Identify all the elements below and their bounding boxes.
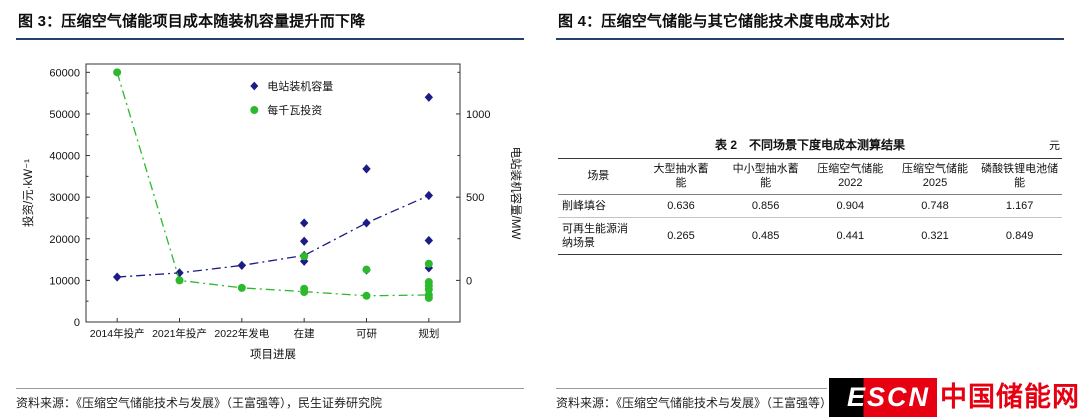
svg-text:项目进展: 项目进展 [250,348,296,361]
series-capacity [112,92,434,282]
left-axis-title: 投资/元·kW⁻¹ [21,159,35,227]
svg-text:电站装机容量: 电站装机容量 [267,79,333,93]
lcoe-table: 场景 大型抽水蓄 能中小型抽水蓄 能压缩空气储能 2022 压缩空气储能 2025 磷… [558,158,1062,256]
table-col-header: 大型抽水蓄 能 [638,158,724,195]
svg-text:2022年发电: 2022年发电 [214,327,269,340]
escn-logo: ESCN 中国储能网 [826,377,1080,417]
table-col-header: 磷酸铁锂电池储 能 [977,158,1062,195]
scenario-cell: 可再生能源消 纳场景 [558,217,639,256]
table-col-header: 场景 [558,158,639,195]
table-header-row: 场景 大型抽水蓄 能中小型抽水蓄 能压缩空气储能 2022 压缩空气储能 2025 磷… [558,158,1062,195]
svg-text:20000: 20000 [49,234,80,246]
table-col-header: 压缩空气储能 2025 [892,158,978,195]
escn-logo-mark: ESCN [828,377,937,417]
svg-text:60000: 60000 [49,67,80,79]
lcoe-table-block: 表 2 不同场景下度电成本测算结果 元 场景 大型抽水蓄 能中小型抽水蓄 能压缩空… [556,136,1064,256]
svg-text:2021年投产: 2021年投产 [152,327,207,340]
figure3-source: 资料来源：《压缩空气储能技术与发展》（王富强等），民生证券研究院 [16,388,524,411]
right-axis: 0 500 1000 [456,71,490,287]
figure3-chart-area: 0 10000 20000 30000 40000 50000 60000 0 500 1000 2… [16,40,524,388]
value-cell: 0.748 [892,194,978,218]
table-unit-label: 元 [1049,140,1060,152]
svg-text:规划: 规划 [418,327,439,340]
table-col-header: 压缩空气储能 2022 [807,158,893,195]
table-row: 削峰填谷 0.636 0.856 0.904 0.748 1.167 [558,194,1062,218]
svg-text:在建: 在建 [294,327,315,340]
svg-text:0: 0 [74,317,80,329]
value-cell: 0.849 [977,217,1062,256]
value-cell: 0.441 [807,217,893,256]
capacity-investment-chart: 0 10000 20000 30000 40000 50000 60000 0 500 1000 2… [21,63,523,361]
value-cell: 1.167 [977,194,1062,218]
value-cell: 0.856 [723,194,808,218]
figure3-title: 图 3：压缩空气储能项目成本随装机容量提升而下降 [16,8,524,40]
svg-text:1000: 1000 [466,109,490,121]
svg-text:每千瓦投资: 每千瓦投资 [267,103,322,117]
table-caption-row: 表 2 不同场景下度电成本测算结果 元 [558,136,1062,153]
svg-text:40000: 40000 [49,151,80,163]
left-axis: 0 10000 20000 30000 40000 50000 60000 [49,67,90,329]
svg-text:可研: 可研 [356,328,377,340]
value-cell: 0.321 [892,217,978,256]
value-cell: 0.636 [638,194,724,218]
value-cell: 0.904 [807,194,893,218]
scenario-cell: 削峰填谷 [558,194,639,218]
svg-text:2014年投产: 2014年投产 [90,327,145,340]
svg-text:30000: 30000 [49,192,80,204]
figure3-panel: 图 3：压缩空气储能项目成本随装机容量提升而下降 0 10000 20000 3000… [16,8,524,411]
table-col-header: 中小型抽水蓄 能 [723,158,808,195]
svg-text:500: 500 [466,192,484,204]
figure4-panel: 图 4：压缩空气储能与其它储能技术度电成本对比 表 2 不同场景下度电成本测算结… [540,0,1080,417]
figure4-title: 图 4：压缩空气储能与其它储能技术度电成本对比 [556,8,1064,40]
svg-text:10000: 10000 [49,275,80,287]
escn-logo-text: 中国储能网 [940,381,1080,412]
table-row: 可再生能源消 纳场景 0.265 0.485 0.441 0.321 0.849 [558,217,1062,256]
table-caption: 表 2 不同场景下度电成本测算结果 [714,138,905,152]
series-investment [113,68,433,302]
value-cell: 0.265 [638,217,724,256]
value-cell: 0.485 [723,217,808,256]
svg-text:0: 0 [466,275,472,287]
svg-text:50000: 50000 [49,109,80,121]
right-axis-title: 电站装机容量/MW [509,147,523,240]
